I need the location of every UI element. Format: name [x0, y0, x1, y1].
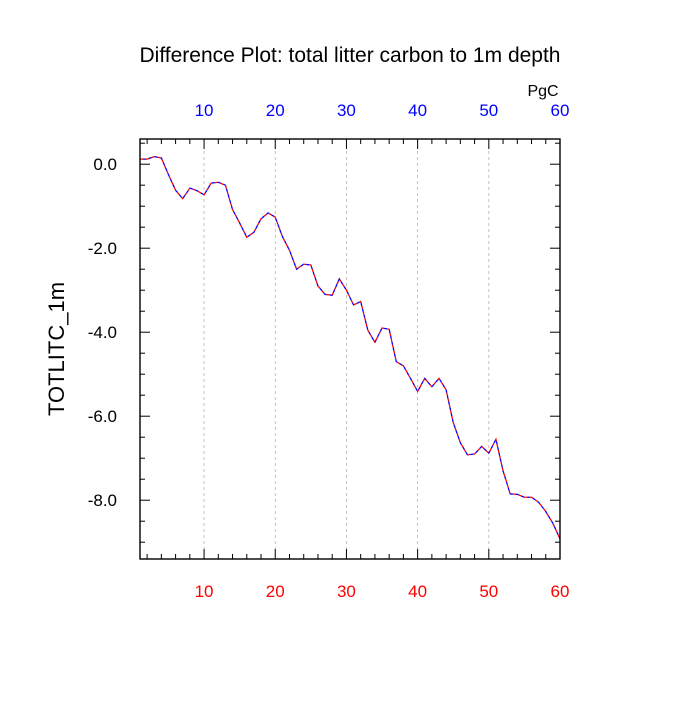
chart-title: Difference Plot: total litter carbon to …	[139, 44, 560, 67]
x-tick-label-bottom: 30	[337, 582, 356, 601]
plot-frame	[139, 138, 561, 560]
x-tick-label-bottom: 40	[408, 582, 427, 601]
x-tick-label-bottom: 20	[266, 582, 285, 601]
y-axis-label: TOTLITC_1m	[44, 282, 69, 416]
x-tick-label-bottom: 50	[479, 582, 498, 601]
series-line-red-dashes	[140, 155, 561, 540]
y-tick-label: -4.0	[88, 323, 117, 342]
y-tick-label: -8.0	[88, 491, 117, 510]
data-line-layer	[140, 155, 561, 540]
x-tick-label-top: 40	[408, 101, 427, 120]
x-tick-label-top: 10	[195, 101, 214, 120]
x-tick-label-bottom: 60	[551, 582, 570, 601]
tick-layer	[140, 139, 561, 559]
grid-layer	[203, 139, 490, 559]
y-tick-label: -2.0	[88, 239, 117, 258]
x-tick-label-top: 60	[551, 101, 570, 120]
x-tick-label-bottom: 10	[195, 582, 214, 601]
y-tick-label: 0.0	[93, 155, 117, 174]
units-label: PgC	[527, 83, 558, 100]
x-tick-label-top: 50	[479, 101, 498, 120]
series-line-blue-dashes	[140, 155, 561, 540]
y-tick-label: -6.0	[88, 407, 117, 426]
x-tick-label-top: 20	[266, 101, 285, 120]
tick-label-layer: 10 20 30 40 50 60 10 20 30 40 50 60 0.0 -2.0 -4.0 -6.0 -…	[88, 101, 570, 601]
x-tick-label-top: 30	[337, 101, 356, 120]
